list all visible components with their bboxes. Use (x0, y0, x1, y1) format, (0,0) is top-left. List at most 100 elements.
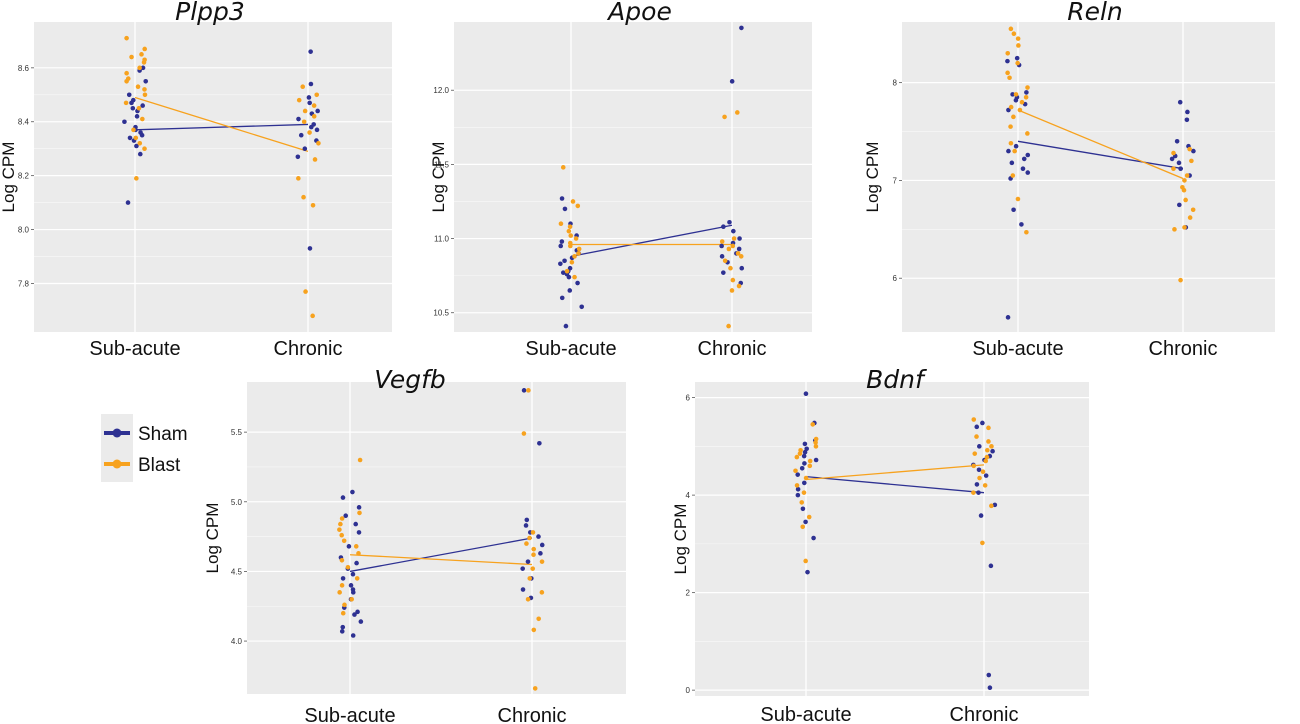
data-point-sham (130, 97, 136, 103)
data-point-sham (737, 236, 742, 241)
data-point-blast (807, 463, 813, 469)
data-point-sham (980, 420, 985, 426)
data-point-blast (576, 251, 581, 256)
y-tick-label: 5.0 (231, 498, 243, 507)
data-point-sham (520, 587, 526, 592)
y-tick-label: 12.0 (433, 86, 449, 95)
data-point-blast (569, 259, 575, 265)
data-point-sham (346, 544, 352, 549)
data-point-sham (1005, 315, 1011, 320)
data-point-blast (799, 500, 805, 505)
data-point-blast (124, 35, 129, 41)
data-point-sham (343, 513, 349, 519)
data-point-blast (731, 236, 737, 241)
data-point-blast (1016, 43, 1021, 48)
data-point-blast (349, 596, 354, 602)
y-tick-label: 4.0 (231, 637, 243, 646)
data-point-blast (730, 243, 736, 249)
data-point-sham (307, 246, 313, 251)
data-point-blast (567, 240, 573, 246)
data-point-blast (337, 527, 342, 532)
plot-background (454, 22, 812, 332)
data-point-sham (976, 467, 982, 473)
data-point-sham (562, 206, 568, 212)
data-point-sham (1006, 107, 1011, 113)
y-tick-label: 6 (686, 394, 691, 403)
data-point-blast (134, 176, 139, 181)
data-point-blast (135, 84, 141, 89)
data-point-blast (794, 454, 800, 460)
data-point-sham (802, 441, 808, 447)
chart-title: Reln (1067, 0, 1123, 26)
data-point-blast (572, 254, 577, 259)
data-point-blast (137, 65, 142, 71)
data-point-sham (130, 105, 136, 111)
data-point-blast (560, 165, 566, 170)
y-tick-label: 10.5 (433, 309, 449, 318)
data-point-blast (1007, 75, 1012, 81)
data-point-sham (1010, 92, 1015, 97)
data-point-blast (307, 130, 312, 135)
data-point-sham (558, 243, 564, 249)
data-point-sham (1184, 117, 1190, 123)
data-point-sham (125, 200, 131, 205)
y-tick-label: 6 (893, 274, 898, 283)
data-point-sham (974, 424, 980, 430)
data-point-blast (539, 590, 545, 595)
y-axis-title: Log CPM (863, 142, 882, 213)
data-point-blast (1024, 229, 1029, 235)
data-point-sham (799, 466, 805, 471)
data-point-sham (1006, 148, 1011, 154)
data-point-sham (520, 566, 525, 571)
data-point-blast (137, 141, 143, 146)
data-point-sham (729, 79, 735, 84)
data-point-blast (536, 616, 541, 622)
data-point-sham (315, 108, 320, 114)
data-point-sham (579, 304, 585, 310)
data-point-sham (295, 154, 301, 160)
data-point-blast (300, 84, 306, 89)
x-category-label: Sub-acute (972, 338, 1063, 360)
data-point-sham (296, 116, 301, 122)
data-point-blast (136, 105, 142, 111)
legend-label-blast: Blast (138, 455, 181, 476)
data-point-blast (971, 417, 977, 422)
y-tick-label: 4 (686, 491, 691, 500)
data-point-sham (992, 502, 998, 508)
data-point-sham (356, 505, 362, 510)
data-point-sham (567, 265, 573, 271)
data-point-sham (350, 633, 356, 638)
data-point-sham (1191, 148, 1196, 154)
data-point-sham (719, 243, 724, 249)
data-point-sham (719, 254, 725, 259)
mean-line-sham (349, 537, 533, 573)
data-point-blast (142, 92, 148, 98)
data-point-sham (976, 490, 981, 495)
data-point-sham (575, 280, 580, 286)
data-point-blast (986, 439, 991, 444)
data-point-blast (142, 57, 147, 63)
data-point-blast (353, 544, 359, 549)
data-point-sham (802, 461, 807, 466)
data-point-sham (983, 473, 989, 478)
data-point-blast (573, 236, 579, 241)
data-point-sham (308, 81, 314, 87)
data-point-sham (1177, 202, 1182, 208)
data-point-sham (559, 295, 565, 301)
data-point-blast (341, 538, 347, 544)
data-point-blast (314, 92, 320, 98)
data-point-blast (735, 251, 741, 256)
data-point-sham (1185, 109, 1190, 115)
data-point-blast (1180, 184, 1185, 190)
data-point-blast (568, 233, 574, 238)
data-point-blast (722, 258, 728, 264)
data-point-sham (803, 391, 809, 397)
data-point-sham (721, 224, 726, 229)
data-point-blast (339, 516, 345, 521)
y-tick-label: 7.8 (18, 279, 30, 288)
data-point-sham (805, 569, 810, 575)
data-point-blast (142, 87, 147, 92)
data-point-sham (558, 261, 563, 267)
data-point-blast (980, 469, 986, 475)
data-point-blast (1184, 173, 1190, 178)
